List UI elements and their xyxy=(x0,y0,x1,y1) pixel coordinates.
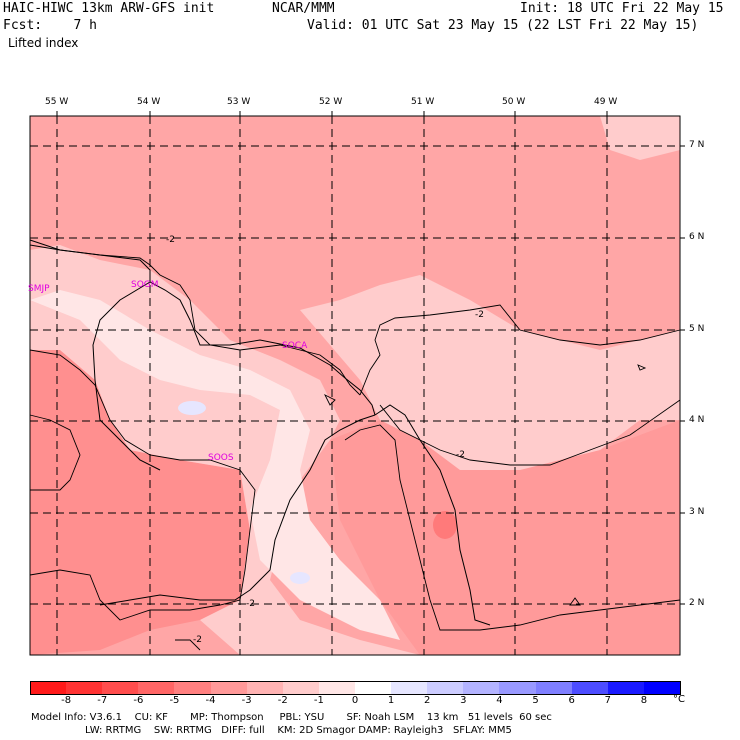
colorbar-swatch xyxy=(427,681,464,695)
colorbar-tick-label: -1 xyxy=(313,695,324,706)
colorbar-tick-label: 2 xyxy=(424,695,431,706)
colorbar-tick-label: 8 xyxy=(640,695,648,706)
fill-region-ne-corner xyxy=(600,116,680,160)
map-frame xyxy=(29,115,681,656)
axis-ticks xyxy=(56,111,685,605)
fill-region-west xyxy=(30,350,250,655)
colorbar-tick-label: -4 xyxy=(205,695,216,706)
colorbar-swatch xyxy=(571,681,609,695)
colorbar-swatch xyxy=(643,681,682,695)
forecast-hour: Fcst: 7 h xyxy=(3,18,97,33)
lat-label-7n: 7 N xyxy=(689,140,705,150)
colorbar-swatch xyxy=(138,681,175,695)
colorbar-unit: °C xyxy=(673,694,685,705)
fill-region-east xyxy=(330,420,680,655)
lon-label-50w: 50 W xyxy=(502,97,526,107)
colorbar-swatch xyxy=(607,681,645,695)
fill-negative-spot xyxy=(433,511,457,539)
init-time: Init: 18 UTC Fri 22 May 15 xyxy=(520,1,724,16)
contour-label: -2 xyxy=(246,599,255,609)
lon-label-54w: 54 W xyxy=(137,97,161,107)
lon-label-55w: 55 W xyxy=(45,97,69,107)
colorbar-tick-label: 3 xyxy=(460,695,467,706)
colorbar-tick-label: 5 xyxy=(532,695,539,706)
border-lines xyxy=(29,239,491,626)
colorbar-tick-label: 4 xyxy=(496,695,503,706)
station-soos: SOOS xyxy=(208,453,234,463)
lat-label-2n: 2 N xyxy=(689,598,705,608)
lat-label-4n: 4 N xyxy=(689,415,705,425)
colorbar-swatch xyxy=(463,681,500,695)
colorbar-swatch xyxy=(174,681,212,695)
colorbar-tick-label: -6 xyxy=(133,695,144,706)
colorbar-tick-label: -7 xyxy=(97,695,108,706)
colorbar-swatch xyxy=(66,681,103,695)
graticule xyxy=(30,116,680,655)
contour-label: -2 xyxy=(193,635,202,645)
colorbar-tick-label: -8 xyxy=(61,695,72,706)
colorbar-tick-label: -5 xyxy=(169,695,180,706)
contour-label: -2 xyxy=(475,310,484,320)
fill-core-lighter xyxy=(30,290,400,640)
colorbar-tick-label: 0 xyxy=(351,695,359,706)
model-info-line-1: Model Info: V3.6.1 CU: KF MP: Thompson P… xyxy=(31,712,552,723)
colorbar-swatch xyxy=(282,681,320,695)
model-title: HAIC-HIWC 13km ARW-GFS init xyxy=(3,1,215,16)
colorbar-swatch xyxy=(210,681,248,695)
colorbar-tick-label: 7 xyxy=(604,695,611,706)
colorbar-tick-label: -2 xyxy=(277,695,288,706)
fill-positive-spot-2 xyxy=(290,572,310,584)
lon-label-49w: 49 W xyxy=(594,97,618,107)
station-smjp: SMJP xyxy=(28,284,50,294)
field-title: Lifted index xyxy=(8,36,79,50)
station-sogm: SOGM xyxy=(131,280,159,290)
colorbar-tick-label: -3 xyxy=(241,695,252,706)
contour-label: -2 xyxy=(456,450,465,460)
colorbar-swatch xyxy=(318,681,356,695)
colorbar-swatch xyxy=(30,681,68,695)
fill-positive-spot-1 xyxy=(178,401,206,415)
colorbar-swatch xyxy=(246,681,284,695)
lon-label-52w: 52 W xyxy=(319,97,343,107)
valid-time: Valid: 01 UTC Sat 23 May 15 (22 LST Fri … xyxy=(307,18,699,33)
colorbar-tick-label: 1 xyxy=(387,695,395,706)
station-soca: SOCA xyxy=(282,341,308,351)
colorbar-swatch xyxy=(499,681,537,695)
lat-label-6n: 6 N xyxy=(689,232,705,242)
colorbar-swatch xyxy=(535,681,573,695)
model-info-line-2: LW: RRTMG SW: RRTMG DIFF: full KM: 2D Sm… xyxy=(31,725,512,736)
contour-label: -2 xyxy=(166,235,175,245)
colorbar-tick-label: 6 xyxy=(568,695,575,706)
org-label: NCAR/MMM xyxy=(272,1,335,16)
lon-label-51w: 51 W xyxy=(411,97,435,107)
colorbar-swatch xyxy=(355,681,392,695)
lon-label-53w: 53 W xyxy=(227,97,251,107)
lat-label-5n: 5 N xyxy=(689,324,705,334)
lat-label-3n: 3 N xyxy=(689,507,705,517)
colorbar-swatch xyxy=(102,681,139,695)
colorbar-swatch xyxy=(391,681,428,695)
